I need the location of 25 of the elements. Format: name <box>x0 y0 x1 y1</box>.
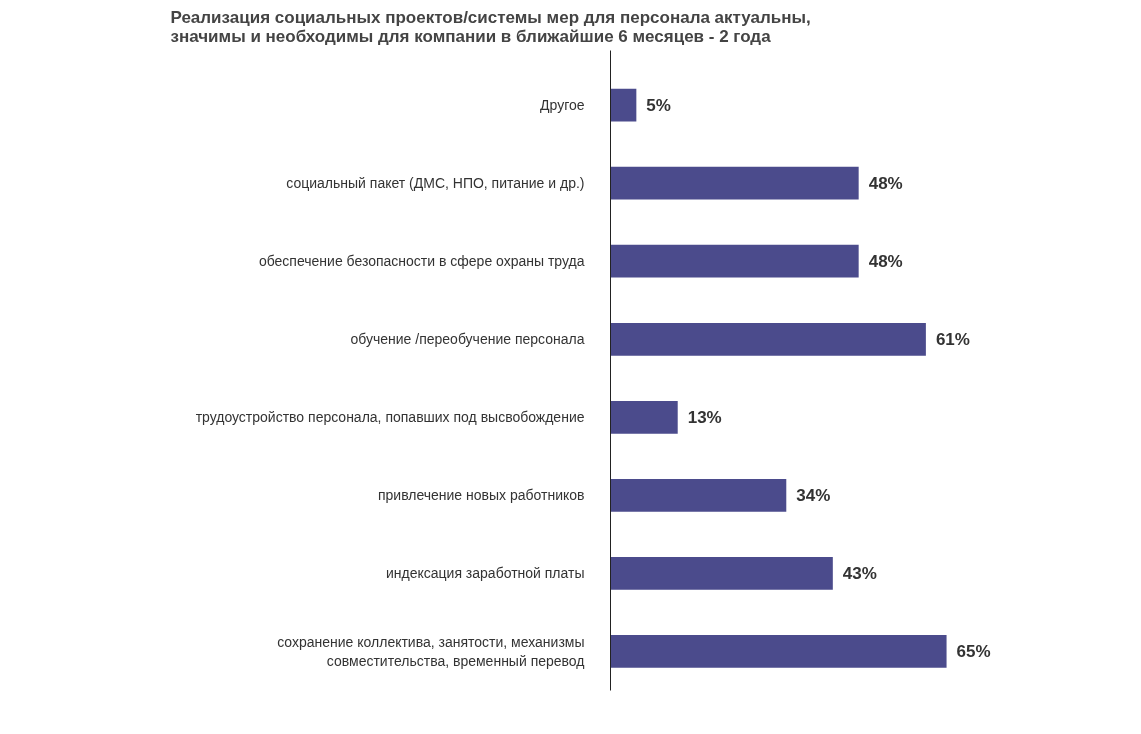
y-tick-label: обучение /переобучение персонала <box>350 331 585 348</box>
bar <box>610 557 833 590</box>
bar <box>610 166 859 200</box>
y-tick-label: социальный пакет (ДМС, НПО, питание и др.) <box>286 175 585 192</box>
bar <box>610 88 637 122</box>
y-tick-label: привлечение новых работников <box>377 487 585 504</box>
y-tick-label: сохранение коллектива, занятости, механизмы совместительства, временный перевод <box>277 633 585 670</box>
y-tick-label: индексация заработной платы <box>386 565 585 582</box>
bar <box>610 635 947 668</box>
data-label: 34% <box>796 485 831 505</box>
bar <box>610 478 787 512</box>
data-label: 61% <box>935 329 970 349</box>
data-label: 5% <box>646 95 671 115</box>
data-label: 48% <box>868 173 903 193</box>
data-label: 13% <box>687 407 722 427</box>
bar <box>610 400 678 434</box>
data-label: 65% <box>956 641 991 661</box>
bar <box>610 322 926 356</box>
data-label: 43% <box>842 563 877 583</box>
data-label: 48% <box>868 251 903 271</box>
bar <box>610 244 859 278</box>
y-tick-label: Другое <box>540 97 585 114</box>
chart-title: Реализация социальных проектов/системы мер для персонала актуальны, значимы и необходимы для компании в ближайшие 6 месяцев - 2 года <box>170 7 811 46</box>
y-tick-label: трудоустройство персонала, попавших под высвобождение <box>195 409 585 426</box>
y-tick-label: обеспечение безопасности в сфере охраны труда <box>258 253 585 270</box>
